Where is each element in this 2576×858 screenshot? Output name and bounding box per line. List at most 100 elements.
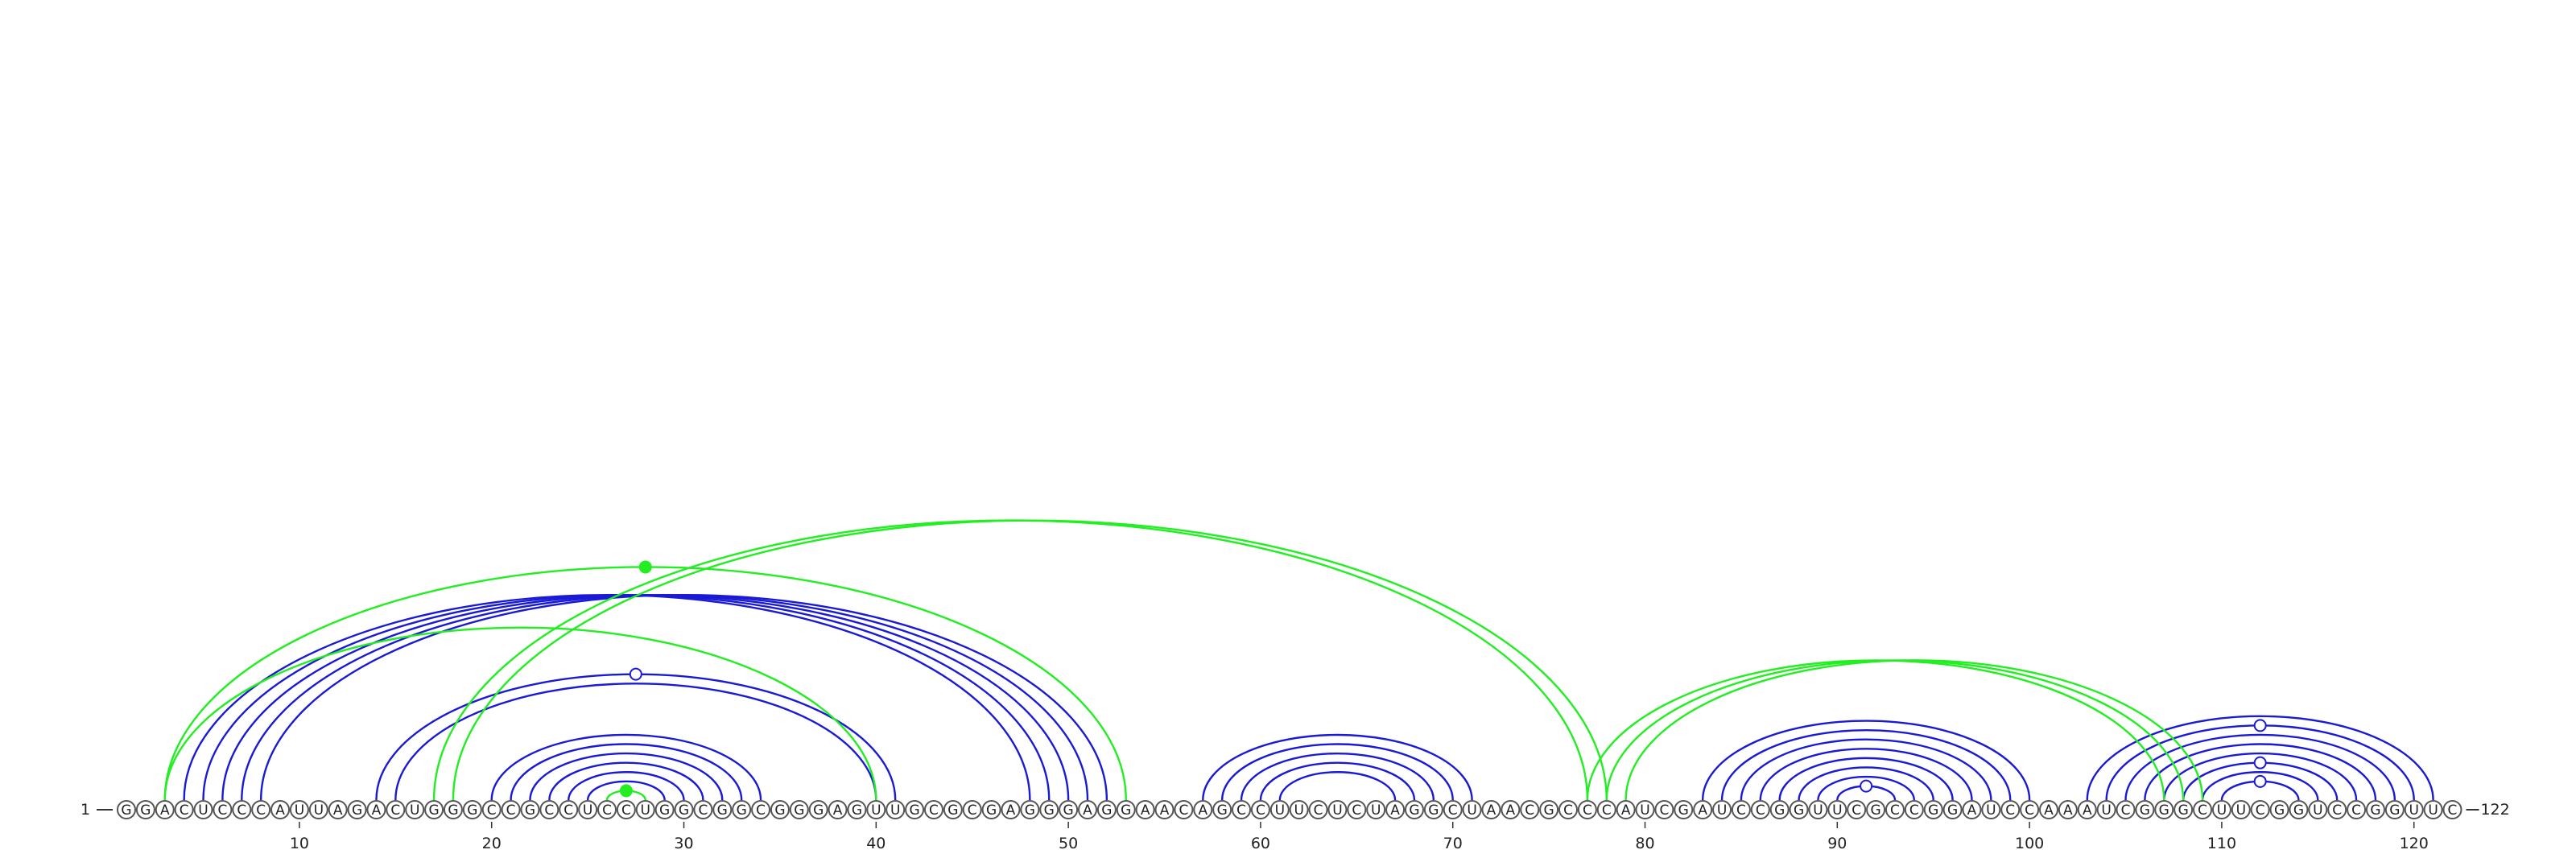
nucleotide-circle [2442, 800, 2462, 819]
nucleotide-circle [1481, 800, 1501, 819]
nucleotide-circle [1327, 800, 1348, 819]
nucleotide-letter: U [2236, 802, 2246, 819]
nucleotide-letter: U [295, 802, 304, 819]
nucleotide-letter: G [1025, 802, 1035, 819]
nucleotide-120: U [2404, 800, 2424, 819]
nucleotide-letter: C [1890, 802, 1900, 819]
nucleotide-28: U [635, 800, 655, 819]
nucleotide-letter: G [2389, 802, 2400, 819]
nucleotide-letter: G [909, 802, 919, 819]
nucleotide-circle [2365, 800, 2385, 819]
nucleotide-circle [1423, 800, 1443, 819]
nucleotide-letter: G [659, 802, 670, 819]
nucleotide-circle [481, 800, 502, 819]
nucleotide-letter: C [1236, 802, 1246, 819]
nucleotide-40: U [866, 800, 886, 819]
nucleotide-letter: C [621, 802, 631, 819]
nucleotide-letter: C [1602, 802, 1612, 819]
nucleotide-circle [1885, 800, 1905, 819]
nucleotide-letter: G [352, 802, 362, 819]
nucleotide-77: C [1577, 800, 1597, 819]
nucleotide-66: U [1366, 800, 1386, 819]
nucleotide-circle [597, 800, 617, 819]
nucleotide-circle [193, 800, 213, 819]
nucleotide-104: U [2096, 800, 2116, 819]
nucleotide-circle [808, 800, 828, 819]
tick-label-70: 70 [1443, 835, 1463, 852]
nucleotide-letter: G [1870, 802, 1880, 819]
nucleotide-letter: A [1006, 802, 1016, 819]
nucleotide-circle [981, 800, 1001, 819]
nucleotide-letter: A [1621, 802, 1631, 819]
nucleotide-58: G [1212, 800, 1232, 819]
nucleotide-30: G [674, 800, 694, 819]
nucleotide-circle [2154, 800, 2174, 819]
nucleotide-110: U [2211, 800, 2231, 819]
nucleotide-letter: C [1756, 802, 1765, 819]
nucleotide-letter: C [2025, 802, 2034, 819]
nucleotide-letter: C [2121, 802, 2131, 819]
nucleotide-letter: C [2005, 802, 2015, 819]
nucleotide-10: U [289, 800, 309, 819]
nucleotide-letter: G [794, 802, 804, 819]
nucleotide-85: C [1731, 800, 1751, 819]
nucleotide-letter: C [1583, 802, 1592, 819]
tick-label-100: 100 [2015, 835, 2044, 852]
nucleotide-circle [2327, 800, 2347, 819]
nucleotide-98: U [1981, 800, 2001, 819]
nucleotide-letter: U [1467, 802, 1476, 819]
nucleotide-letter: C [698, 802, 708, 819]
nucleotide-letter: C [1525, 802, 1534, 819]
nucleotide-circle [289, 800, 309, 819]
nucleotide-circle [1001, 800, 1021, 819]
nucleotide-13: G [347, 800, 367, 819]
nucleotide-circle [751, 800, 771, 819]
nucleotide-letter: G [2140, 802, 2150, 819]
nucleotide-letter: C [1909, 802, 1919, 819]
nucleotide-32: G [712, 800, 733, 819]
nucleotide-circle [117, 800, 136, 819]
nucleotide-52: G [1096, 800, 1117, 819]
nucleotide-16: U [405, 800, 425, 819]
sequence-start-label: 1 [80, 801, 90, 819]
blue-arc-24-30 [568, 771, 685, 801]
nucleotide-37: G [808, 800, 828, 819]
blue-arc-87-96 [1778, 757, 1954, 801]
nucleotide-circle [712, 800, 733, 819]
nucleotide-115: U [2308, 800, 2328, 819]
nucleotide-letter: G [947, 802, 958, 819]
blue-arc-88-95 [1798, 766, 1934, 801]
nucleotide-circle [1577, 800, 1597, 819]
nucleotide-circle [386, 800, 406, 819]
blue-arc-105-119 [2124, 733, 2396, 801]
nucleotide-letter: G [1947, 802, 1958, 819]
nucleotide-letter: G [1428, 802, 1439, 819]
green-arc-marker-26-28 [619, 784, 633, 798]
nucleotide-letter: A [2083, 802, 2092, 819]
nucleotide-letter: G [121, 802, 131, 819]
nucleotide-letter: G [1774, 802, 1785, 819]
nucleotide-56: C [1174, 800, 1194, 819]
nucleotide-103: A [2077, 800, 2097, 819]
nucleotide-97: A [1962, 800, 1982, 819]
nucleotide-circle [2231, 800, 2251, 819]
blue-arc-15-40 [394, 683, 877, 801]
nucleotide-circle [2193, 800, 2213, 819]
nucleotide-letter: C [1256, 802, 1265, 819]
nucleotide-92: G [1866, 800, 1886, 819]
nucleotide-74: C [1520, 800, 1540, 819]
nucleotide-circle [232, 800, 252, 819]
nucleotide-84: U [1712, 800, 1732, 819]
nucleotide-circle [462, 800, 482, 819]
nucleotide-letter: C [1852, 802, 1861, 819]
blue-arc-85-98 [1740, 738, 1992, 801]
blue-arc-marker-108-116 [2253, 756, 2267, 769]
nucleotide-91: C [1847, 800, 1867, 819]
nucleotide-letter: C [1659, 802, 1669, 819]
nucleotide-90: U [1827, 800, 1847, 819]
nucleotide-circle [1462, 800, 1482, 819]
nucleotide-43: C [923, 800, 943, 819]
nucleotide-circle [789, 800, 809, 819]
nucleotide-letter: U [1275, 802, 1285, 819]
nucleotide-72: A [1481, 800, 1501, 819]
